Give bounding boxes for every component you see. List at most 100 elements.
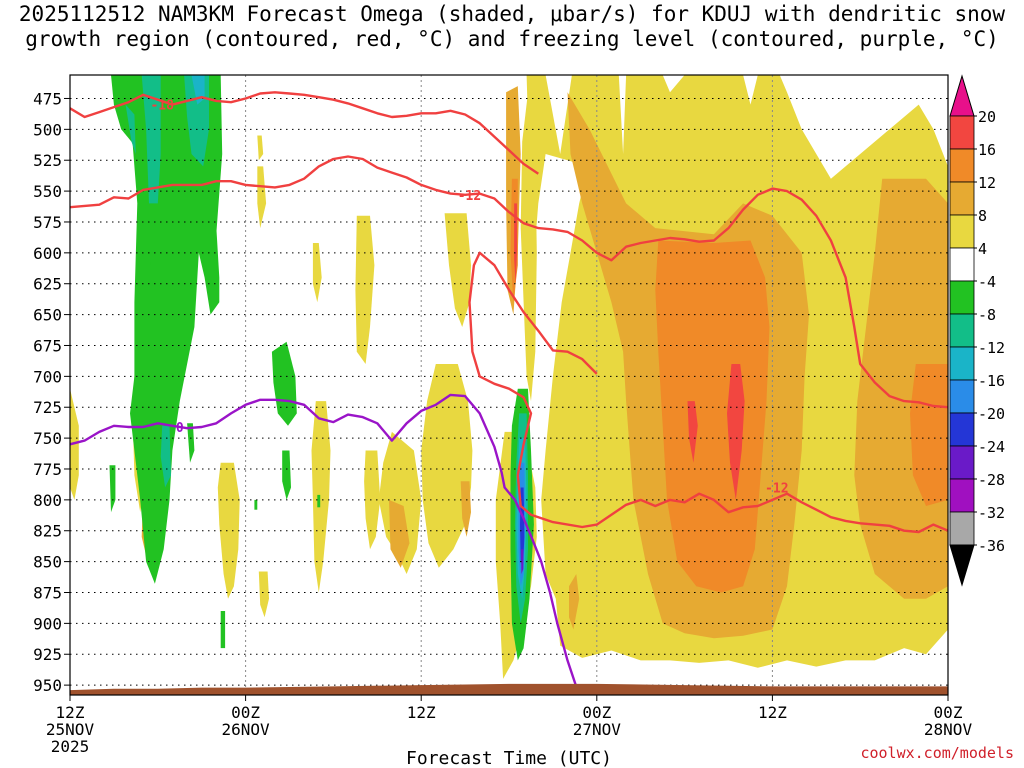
colorbar-label: -28 — [978, 471, 1005, 489]
colorbar-label: 8 — [978, 207, 987, 225]
x-tick-label: 2025 — [51, 737, 90, 756]
contour-label: -12 — [458, 189, 481, 204]
colorbar-bin — [949, 115, 975, 150]
-12c-lower-isotherm-contour — [468, 251, 948, 534]
omega-area-31 — [181, 75, 223, 253]
omega-area-45 — [160, 425, 171, 488]
colorbar-bin — [949, 148, 975, 183]
x-tick-label: 00Z — [582, 703, 611, 722]
omega-area-4 — [421, 364, 473, 568]
colorbar: 20 16 12 8 4 -4 -8 -12 -16 -20 -24 -28 -32 -36 — [949, 74, 1005, 587]
contour-label: -12 — [765, 482, 788, 497]
colorbar-bin — [949, 412, 975, 447]
plot-frame — [69, 74, 949, 696]
colorbar-label: 20 — [978, 108, 996, 126]
colorbar-label: -4 — [978, 273, 996, 291]
y-tick-label: 675 — [33, 336, 62, 355]
x-tick-label: 12Z — [56, 703, 85, 722]
y-tick-label: 725 — [33, 398, 62, 417]
omega-area-35 — [271, 341, 297, 426]
omega-area-22 — [569, 574, 580, 630]
colorbar-bin — [949, 346, 975, 381]
omega-area-15 — [258, 571, 269, 618]
y-tick-label: 650 — [33, 306, 62, 325]
colorbar-bin — [949, 313, 975, 348]
colorbar-label: 12 — [978, 174, 996, 192]
y-tick-label: 825 — [33, 522, 62, 541]
omega-area-24 — [655, 240, 770, 593]
omega-shading — [70, 75, 948, 679]
y-tick-label: 800 — [33, 491, 62, 510]
colorbar-top-arrow — [949, 74, 975, 117]
colorbar-bin — [949, 478, 975, 513]
contour-labels: -18 -12 -12 0 — [150, 99, 788, 497]
chart-title: 2025112512 NAM3KM Forecast Omega (shaded… — [0, 2, 1024, 52]
x-axis-label: Forecast Time (UTC) — [406, 748, 612, 768]
omega-area-32 — [109, 465, 116, 513]
contour-label: -18 — [150, 99, 174, 114]
colorbar-label: 16 — [978, 141, 996, 159]
colorbar-bin — [949, 181, 975, 216]
y-tick-label: 750 — [33, 429, 62, 448]
omega-area-41 — [317, 494, 321, 508]
x-tick-label: 00Z — [934, 703, 963, 722]
omega-area-28 — [687, 401, 698, 463]
contour-lines — [70, 91, 948, 692]
colorbar-label: -24 — [978, 438, 1005, 456]
terrain-strip — [70, 683, 948, 695]
omega-area-40 — [254, 499, 258, 510]
omega-area-39 — [220, 611, 226, 649]
y-tick-label: 875 — [33, 583, 62, 602]
x-tick-label: 12Z — [407, 703, 436, 722]
omega-area-13 — [217, 462, 240, 599]
colorbar-label: -8 — [978, 306, 996, 324]
contour-label: 0 — [176, 421, 184, 436]
omega-area-8 — [312, 243, 322, 303]
x-tick-label: 27NOV — [573, 720, 622, 739]
y-tick-label: 850 — [33, 553, 62, 572]
omega-area-27 — [727, 364, 745, 500]
title-line2: growth region (contoured, red, °C) and f… — [25, 27, 999, 51]
colorbar-bin — [949, 214, 975, 249]
colorbar-bottom-arrow — [949, 544, 975, 587]
omega-area-7 — [355, 215, 375, 364]
colorbar-label: 4 — [978, 240, 987, 258]
y-tick-label: 625 — [33, 275, 62, 294]
y-tick-label: 925 — [33, 645, 62, 664]
colorbar-label: -32 — [978, 504, 1005, 522]
x-tick-label: 00Z — [231, 703, 260, 722]
omega-area-52 — [521, 549, 524, 574]
omega-area-25 — [910, 364, 948, 506]
omega-area-9 — [257, 166, 267, 229]
colorbar-label: -20 — [978, 405, 1005, 423]
omega-area-23 — [389, 499, 410, 568]
x-tick-label: 25NOV — [46, 720, 95, 739]
x-tick-label: 28NOV — [924, 720, 973, 739]
0c-freezing-level-contour — [70, 393, 579, 692]
x-tick-label: 12Z — [758, 703, 787, 722]
omega-area-10 — [257, 135, 264, 161]
omega-area-11 — [311, 401, 331, 593]
omega-area-12 — [364, 450, 381, 550]
y-tick-label: 600 — [33, 244, 62, 263]
y-tick-label: 525 — [33, 151, 62, 170]
omega-area-20 — [460, 481, 471, 537]
colorbar-label: -16 — [978, 372, 1005, 390]
y-tick-label: 500 — [33, 120, 62, 139]
colorbar-bin — [949, 511, 975, 546]
y-tick-label: 475 — [33, 89, 62, 108]
y-tick-label: 775 — [33, 460, 62, 479]
colorbar-bin — [949, 247, 975, 282]
omega-area-36 — [282, 450, 291, 500]
omega-area-30 — [118, 75, 221, 584]
colorbar-label: -12 — [978, 339, 1005, 357]
omega-area-34 — [187, 423, 195, 463]
colorbar-bin — [949, 280, 975, 315]
omega-area-38 — [111, 75, 135, 142]
omega-area-3 — [570, 361, 612, 630]
omega-area-6 — [444, 213, 471, 327]
-18c-isotherm-contour — [70, 91, 539, 175]
y-tick-label: 900 — [33, 614, 62, 633]
